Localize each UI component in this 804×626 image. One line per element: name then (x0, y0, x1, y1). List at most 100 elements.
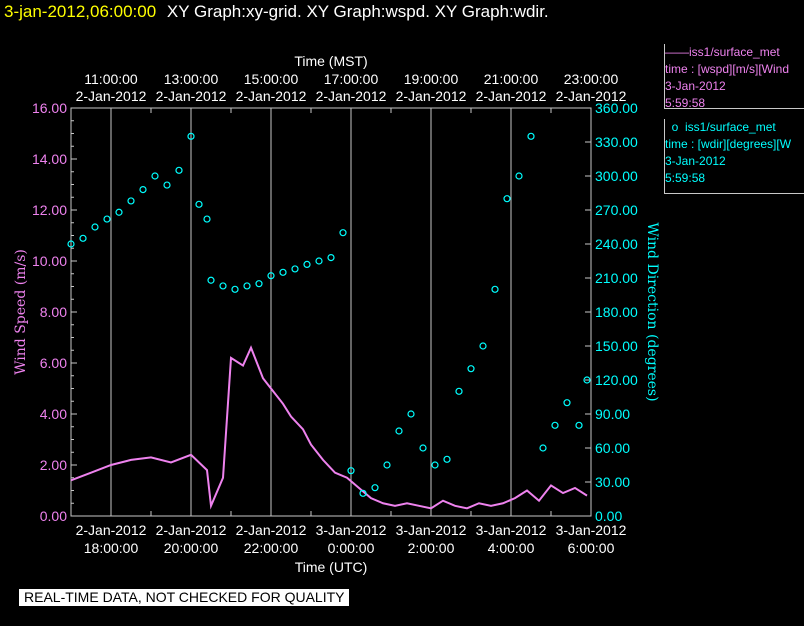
x-tick-top-time: 11:00:00 (84, 71, 138, 87)
x-tick-top-date: 2-Jan-2012 (236, 88, 307, 104)
y-left-tick-label: 8.00 (40, 304, 67, 320)
legend-wdir-line1: time : [wdir][degrees][W (665, 137, 792, 151)
wdir-point (327, 254, 335, 262)
wdir-point (443, 455, 451, 463)
wdir-point (431, 461, 439, 469)
y-left-tick-label: 0.00 (40, 508, 67, 524)
wdir-point (539, 444, 547, 452)
wspd-series-line (70, 345, 588, 510)
wdir-point (115, 208, 123, 216)
x-tick-bottom-date: 3-Jan-2012 (316, 522, 387, 538)
wdir-point (455, 387, 463, 395)
y-right-tick-label: 30.00 (595, 474, 630, 490)
wdir-point (231, 285, 239, 293)
legend-wspd-line1: time : [wspd][m/s][Wind (665, 62, 790, 76)
wdir-point (203, 215, 211, 223)
wdir-point (407, 410, 415, 418)
wdir-point (527, 132, 535, 140)
y-left-tick-label: 12.00 (32, 202, 67, 218)
x-tick-top-time: 23:00:00 (564, 71, 619, 87)
wdir-point (419, 444, 427, 452)
legend-wdir: o iss1/surface_met time : [wdir][degrees… (664, 119, 804, 194)
quality-note: REAL-TIME DATA, NOT CHECKED FOR QUALITY (19, 589, 350, 606)
y-axis-left-label: Wind Speed (m/s) (13, 249, 29, 375)
x-tick-bottom-date: 2-Jan-2012 (76, 522, 147, 538)
y-right-tick-label: 0.00 (595, 508, 622, 524)
x-tick-bottom-time: 4:00:00 (488, 540, 535, 556)
x-tick-top-date: 2-Jan-2012 (316, 88, 387, 104)
y-left-tick-label: 4.00 (40, 406, 67, 422)
x-tick-top-time: 13:00:00 (164, 71, 219, 87)
legend-wdir-time: 5:59:58 (665, 171, 706, 185)
y-right-tick-label: 210.00 (595, 270, 638, 286)
wdir-point (515, 172, 523, 180)
wdir-point (347, 467, 355, 475)
chart-header: 3-jan-2012,06:00:00 XY Graph:xy-grid. XY… (4, 2, 549, 22)
x-tick-top-time: 21:00:00 (484, 71, 539, 87)
header-timestamp: 3-jan-2012,06:00:00 (4, 2, 157, 21)
wdir-point (103, 215, 111, 223)
wdir-point (163, 181, 171, 189)
x-tick-bottom-date: 3-Jan-2012 (396, 522, 467, 538)
y-right-tick-label: 240.00 (595, 236, 638, 252)
wdir-point (79, 234, 87, 242)
plot-frame (70, 107, 592, 517)
legend-wspd-name: ——iss1/surface_met (665, 45, 780, 59)
wdir-point (395, 427, 403, 435)
x-tick-bottom-time: 2:00:00 (408, 540, 455, 556)
y-left-tick-label: 2.00 (40, 457, 67, 473)
y-right-tick-label: 300.00 (595, 168, 638, 184)
x-tick-top-date: 2-Jan-2012 (396, 88, 467, 104)
wdir-point (195, 200, 203, 208)
x-tick-top-time: 19:00:00 (404, 71, 459, 87)
x-tick-top-date: 2-Jan-2012 (156, 88, 227, 104)
wdir-point (563, 399, 571, 407)
x-tick-bottom-time: 0:00:00 (328, 540, 375, 556)
legend-wspd-date: 3-Jan-2012 (665, 79, 726, 93)
legend-wspd: ——iss1/surface_met time : [wspd][m/s][Wi… (664, 44, 804, 109)
wdir-point (219, 282, 227, 290)
y-right-tick-label: 270.00 (595, 202, 638, 218)
x-axis-bottom-label: Time (UTC) (295, 559, 368, 575)
wdir-point (67, 240, 75, 248)
x-tick-top-time: 17:00:00 (324, 71, 379, 87)
legend-wdir-date: 3-Jan-2012 (665, 154, 726, 168)
wdir-point (151, 172, 159, 180)
wdir-point (267, 272, 275, 280)
x-axis-top-label: Time (MST) (294, 53, 367, 69)
x-tick-bottom-date: 2-Jan-2012 (156, 522, 227, 538)
wdir-point (503, 195, 511, 203)
x-tick-bottom-time: 20:00:00 (164, 540, 219, 556)
legend-wspd-time: 5:59:58 (665, 96, 706, 109)
wdir-point (383, 461, 391, 469)
y-left-tick-label: 14.00 (32, 151, 67, 167)
y-right-tick-label: 330.00 (595, 134, 638, 150)
y-right-tick-label: 180.00 (595, 304, 638, 320)
wdir-point (243, 282, 251, 290)
wdir-point (255, 280, 263, 288)
wdir-point (479, 342, 487, 350)
y-right-tick-label: 60.00 (595, 440, 630, 456)
y-axis-right-label: Wind Direction (degrees) (644, 222, 660, 401)
y-left-tick-label: 10.00 (32, 253, 67, 269)
y-left-tick-label: 6.00 (40, 355, 67, 371)
wdir-point (339, 229, 347, 237)
wdir-point (551, 421, 559, 429)
x-tick-bottom-time: 22:00:00 (244, 540, 299, 556)
x-tick-top-date: 2-Jan-2012 (76, 88, 147, 104)
wdir-point (279, 268, 287, 276)
y-right-tick-label: 360.00 (595, 100, 638, 116)
wdir-point (359, 489, 367, 497)
x-tick-top-date: 2-Jan-2012 (476, 88, 547, 104)
wdir-point (467, 365, 475, 373)
x-tick-bottom-date: 3-Jan-2012 (556, 522, 627, 538)
y-right-tick-label: 150.00 (595, 338, 638, 354)
wdir-point (207, 276, 215, 284)
x-tick-bottom-time: 6:00:00 (568, 540, 615, 556)
wdir-point (583, 376, 591, 384)
x-tick-bottom-date: 3-Jan-2012 (476, 522, 547, 538)
wdir-point (291, 265, 299, 273)
wdir-point (187, 132, 195, 140)
x-tick-bottom-time: 18:00:00 (84, 540, 139, 556)
